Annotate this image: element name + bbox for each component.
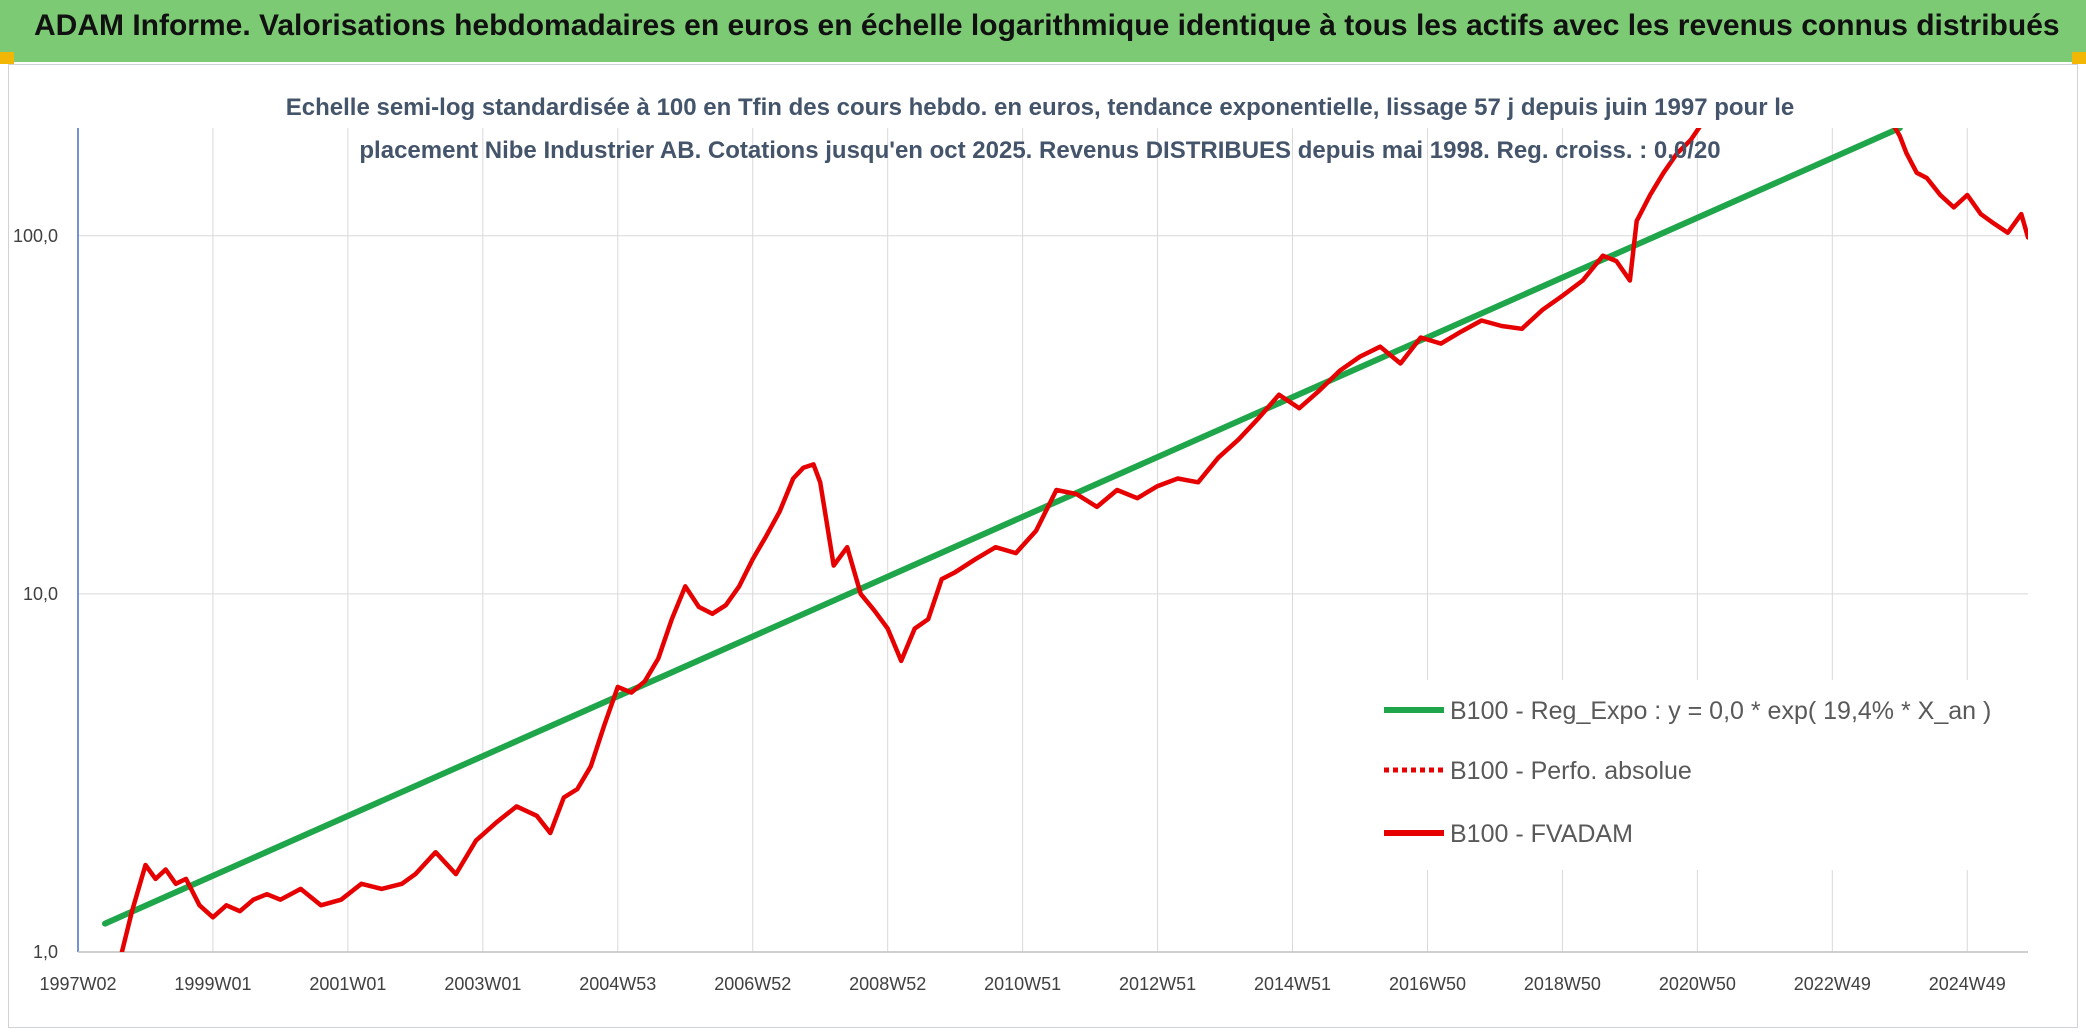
corner-mark-top-right: [2072, 52, 2086, 64]
y-tick-label: 1,0: [33, 942, 58, 962]
y-tick-label: 10,0: [23, 584, 58, 604]
x-tick-label: 2008W52: [849, 974, 926, 994]
chart-title: Echelle semi-log standardisée à 100 en T…: [286, 94, 1794, 164]
x-tick-label: 2006W52: [714, 974, 791, 994]
report-banner: ADAM Informe. Valorisations hebdomadaire…: [0, 0, 2086, 62]
legend-label-reg-expo: B100 - Reg_Expo : y = 0,0 * exp( 19,4% *…: [1450, 697, 1991, 725]
x-tick-label: 2014W51: [1254, 974, 1331, 994]
legend-background: [1372, 680, 1992, 870]
x-tick-label: 2022W49: [1794, 974, 1871, 994]
series-layer: [102, 128, 2028, 952]
legend: B100 - Reg_Expo : y = 0,0 * exp( 19,4% *…: [1372, 680, 1992, 870]
x-tick-label: 1999W01: [174, 974, 251, 994]
chart-title-line-1: Echelle semi-log standardisée à 100 en T…: [286, 94, 1794, 121]
x-tick-label: 2001W01: [309, 974, 386, 994]
legend-label-fvadam: B100 - FVADAM: [1450, 820, 1633, 848]
x-tick-label: 2020W50: [1659, 974, 1736, 994]
legend-label-perfo-absolue: B100 - Perfo. absolue: [1450, 757, 1692, 785]
x-tick-label: 2016W50: [1389, 974, 1466, 994]
x-tick-label: 2003W01: [444, 974, 521, 994]
series-fvadam-line: [119, 128, 2028, 952]
x-tick-label: 1997W02: [39, 974, 116, 994]
x-tick-label: 2010W51: [984, 974, 1061, 994]
x-tick-label: 2004W53: [579, 974, 656, 994]
x-tick-label: 2024W49: [1929, 974, 2006, 994]
report-title: ADAM Informe. Valorisations hebdomadaire…: [34, 9, 2060, 42]
corner-mark-top-left: [0, 52, 14, 64]
chart-title-line-2: placement Nibe Industrier AB. Cotations …: [359, 137, 1720, 164]
x-tick-label: 2012W51: [1119, 974, 1196, 994]
y-tick-label: 100,0: [13, 226, 58, 246]
axes: 1997W02 1999W01 2001W01 2003W01 2004W53 2006W…: [13, 128, 2028, 994]
x-tick-label: 2018W50: [1524, 974, 1601, 994]
